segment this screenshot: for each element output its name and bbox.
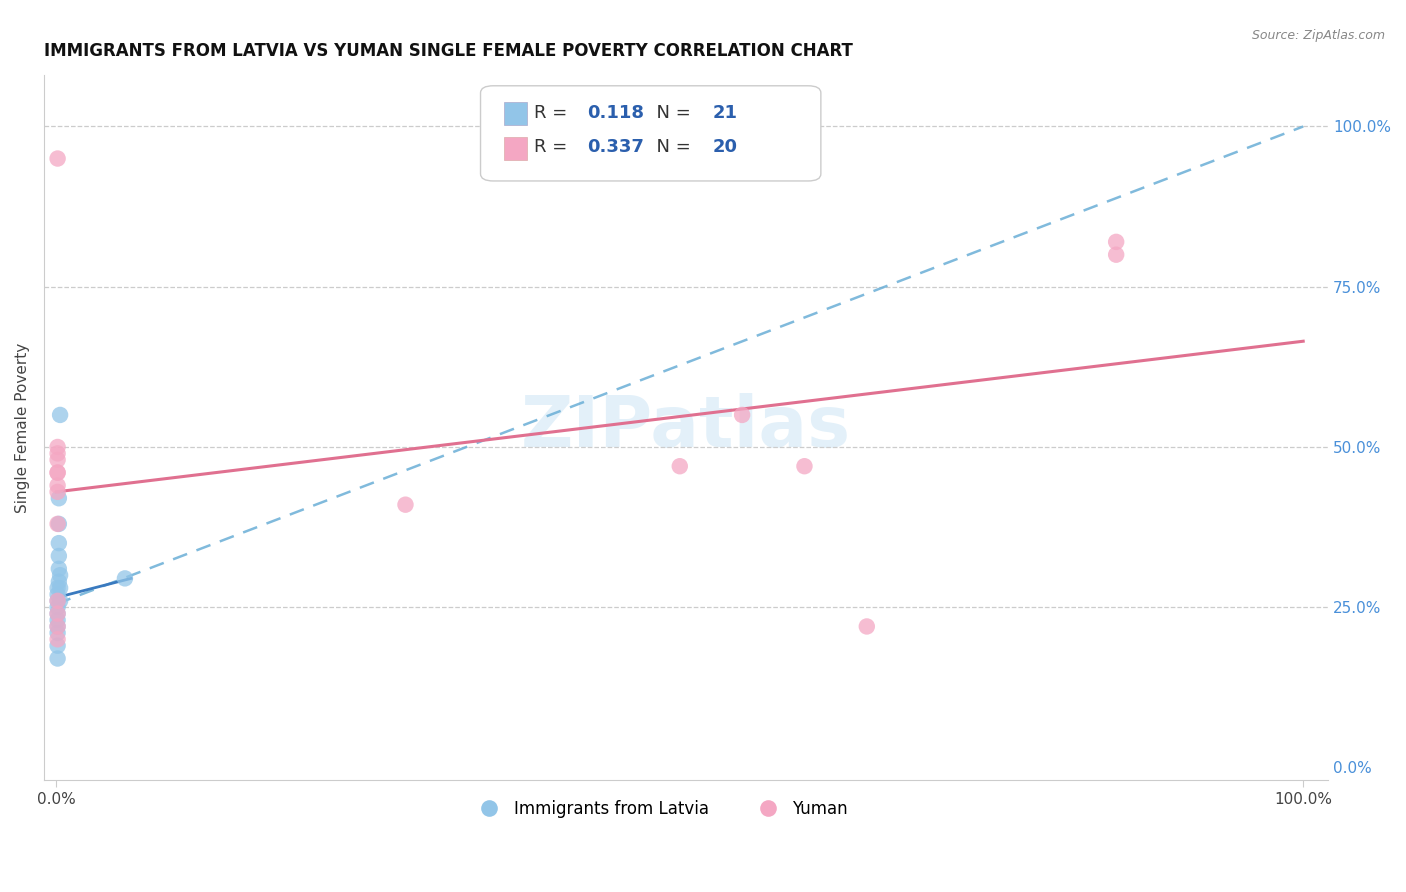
Point <box>48 516 70 531</box>
Point <box>46 446 69 460</box>
Point <box>49 408 72 422</box>
Point <box>731 408 754 422</box>
Y-axis label: Single Female Poverty: Single Female Poverty <box>15 343 30 513</box>
Point <box>46 484 69 499</box>
Point <box>114 571 136 585</box>
Point <box>46 466 69 480</box>
Text: 0.337: 0.337 <box>588 138 644 156</box>
Legend: Immigrants from Latvia, Yuman: Immigrants from Latvia, Yuman <box>465 794 855 825</box>
Point <box>46 452 69 467</box>
Point <box>48 536 70 550</box>
Point <box>46 466 69 480</box>
Text: 0.118: 0.118 <box>588 103 644 121</box>
Text: 20: 20 <box>713 138 738 156</box>
FancyBboxPatch shape <box>503 137 527 160</box>
Point <box>49 594 72 608</box>
Point <box>46 639 69 653</box>
Point <box>46 587 69 601</box>
Text: Source: ZipAtlas.com: Source: ZipAtlas.com <box>1251 29 1385 42</box>
Point <box>46 594 69 608</box>
FancyBboxPatch shape <box>481 86 821 181</box>
Point <box>49 568 72 582</box>
Point <box>46 440 69 454</box>
Point <box>46 478 69 492</box>
Point <box>1105 235 1128 249</box>
Text: IMMIGRANTS FROM LATVIA VS YUMAN SINGLE FEMALE POVERTY CORRELATION CHART: IMMIGRANTS FROM LATVIA VS YUMAN SINGLE F… <box>44 42 853 60</box>
Point <box>49 581 72 595</box>
Point <box>46 619 69 633</box>
Text: R =: R = <box>534 103 574 121</box>
Point <box>1105 248 1128 262</box>
Point <box>46 607 69 621</box>
Text: ZIPatlas: ZIPatlas <box>522 393 851 462</box>
Point <box>46 632 69 647</box>
Point <box>46 581 69 595</box>
Point <box>46 600 69 615</box>
Point <box>46 613 69 627</box>
Point <box>48 491 70 506</box>
Point <box>856 619 879 633</box>
Point <box>48 574 70 589</box>
Point <box>46 594 69 608</box>
FancyBboxPatch shape <box>503 102 527 125</box>
Point <box>46 607 69 621</box>
Text: R =: R = <box>534 138 574 156</box>
Text: N =: N = <box>645 103 696 121</box>
Point <box>793 459 815 474</box>
Text: N =: N = <box>645 138 696 156</box>
Point <box>46 651 69 665</box>
Point <box>46 516 69 531</box>
Point <box>46 619 69 633</box>
Point <box>46 625 69 640</box>
Point <box>48 562 70 576</box>
Point <box>48 549 70 563</box>
Point <box>394 498 416 512</box>
Text: 21: 21 <box>713 103 738 121</box>
Point <box>46 152 69 166</box>
Point <box>668 459 690 474</box>
